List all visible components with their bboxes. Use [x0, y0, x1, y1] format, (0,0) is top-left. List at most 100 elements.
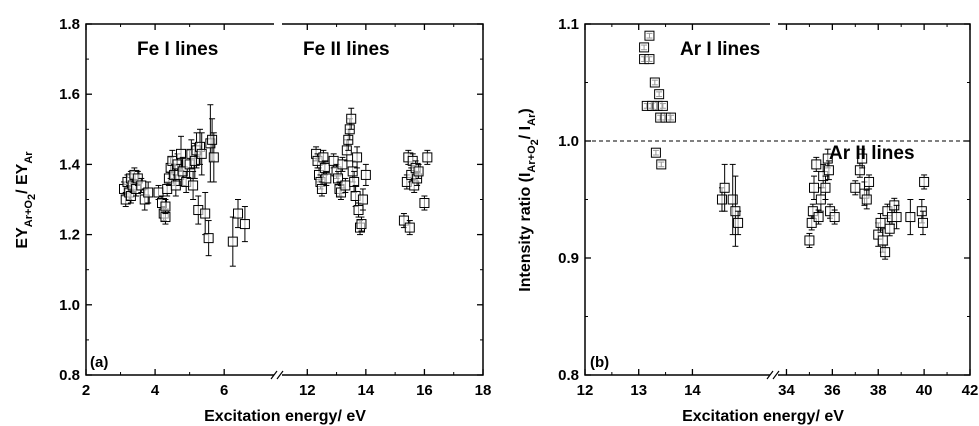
data-point [719, 163, 730, 212]
x-tick-label: 34 [778, 382, 795, 399]
data-point [857, 148, 868, 169]
data-point [905, 199, 916, 236]
square-marker [188, 180, 199, 191]
square-marker [850, 182, 861, 193]
data-point [864, 174, 875, 190]
data-point [861, 189, 872, 210]
axis-break-mark [766, 370, 774, 380]
y-tick-label: 1.0 [558, 133, 579, 150]
square-marker [360, 169, 371, 180]
square-marker [143, 187, 154, 198]
data-point [203, 220, 214, 257]
panel-a-ylabel: EYAr+O2/ EYAr [14, 151, 38, 249]
square-marker [160, 201, 171, 212]
panel-a-ticks: 0.8 1.0 1.2 1.4 1.6 1.8 2 4 6 12 14 16 18 [59, 16, 491, 399]
axis-break-gap-top [274, 21, 282, 27]
y-tick-label: 1.2 [59, 227, 80, 244]
square-marker [227, 236, 238, 247]
square-marker [657, 100, 668, 111]
square-marker [316, 183, 327, 194]
square-marker [337, 159, 348, 170]
square-marker [656, 159, 667, 170]
data-point [208, 132, 219, 183]
axis-break-mark [772, 370, 780, 380]
square-marker [854, 165, 865, 176]
square-marker [733, 217, 744, 228]
data-point [880, 244, 891, 260]
square-marker [811, 159, 822, 170]
y-tick-label: 0.8 [558, 367, 579, 384]
x-tick-label: 16 [416, 382, 433, 399]
data-point [657, 100, 668, 111]
x-tick-label: 14 [358, 382, 375, 399]
y-tick-label: 1.4 [59, 156, 81, 173]
panel-b-ylabel: Intensity ratio (IAr+O2/ IAr) [517, 108, 541, 291]
data-point [360, 163, 371, 186]
square-marker [880, 247, 891, 258]
square-marker [176, 148, 186, 159]
square-marker [419, 198, 430, 209]
panel-b-label: (b) [590, 354, 609, 371]
data-point [850, 180, 861, 196]
square-marker [905, 212, 916, 223]
data-point [644, 54, 655, 65]
panel-a-points [119, 104, 433, 267]
square-marker [340, 180, 351, 191]
data-point [644, 30, 655, 41]
square-marker [917, 217, 928, 228]
x-tick-label: 40 [916, 382, 933, 399]
data-point [665, 112, 676, 123]
data-point [239, 206, 250, 243]
y-tick-label: 1.0 [59, 297, 80, 314]
square-marker [804, 235, 815, 246]
square-marker [665, 112, 676, 123]
square-marker [136, 180, 147, 191]
data-point [854, 162, 865, 178]
square-marker [864, 176, 875, 187]
axis-break-gap-top [770, 21, 778, 27]
square-marker [875, 217, 886, 228]
square-marker [820, 182, 831, 193]
square-marker [809, 182, 819, 193]
x-tick-label: 13 [630, 382, 647, 399]
square-marker [857, 153, 868, 164]
axis-break-mark [276, 370, 284, 380]
x-tick-label: 14 [684, 382, 701, 399]
square-marker [650, 147, 661, 158]
data-point [650, 147, 661, 158]
square-marker [822, 153, 833, 164]
data-point [875, 213, 886, 233]
x-tick-label: 6 [220, 382, 228, 399]
square-marker [716, 194, 727, 205]
square-marker [813, 212, 824, 223]
data-point [356, 216, 367, 232]
data-point [321, 170, 332, 186]
square-marker [203, 233, 214, 244]
square-marker [233, 208, 243, 219]
square-marker [644, 54, 655, 65]
data-point [654, 89, 665, 100]
square-marker [919, 176, 930, 187]
x-tick-label: 38 [870, 382, 887, 399]
data-point [413, 163, 424, 179]
square-marker [207, 134, 218, 145]
square-marker [884, 223, 895, 234]
panel-b-annotation-ar-i: Ar I lines [680, 39, 760, 60]
square-marker [349, 176, 360, 187]
square-marker [823, 165, 834, 176]
square-marker [422, 152, 433, 163]
x-tick-label: 12 [577, 382, 594, 399]
x-tick-label: 36 [824, 382, 841, 399]
data-point [340, 177, 351, 193]
data-point [188, 170, 199, 200]
data-point [181, 170, 192, 193]
square-marker [404, 222, 415, 233]
data-point [143, 181, 154, 204]
data-point [404, 220, 415, 236]
data-point [346, 107, 357, 130]
square-marker [649, 77, 660, 88]
square-marker [413, 166, 424, 177]
panel-b-annotation-ar-ii: Ar II lines [829, 143, 915, 164]
panel-a-annotation-fe-i: Fe I lines [137, 39, 218, 60]
